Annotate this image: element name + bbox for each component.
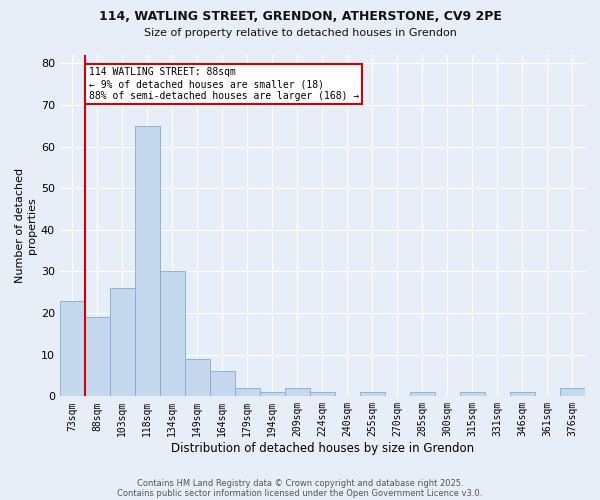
Bar bbox=[185, 359, 210, 397]
Text: Contains public sector information licensed under the Open Government Licence v3: Contains public sector information licen… bbox=[118, 488, 482, 498]
Bar bbox=[135, 126, 160, 396]
Y-axis label: Number of detached
properties: Number of detached properties bbox=[15, 168, 37, 283]
Text: Contains HM Land Registry data © Crown copyright and database right 2025.: Contains HM Land Registry data © Crown c… bbox=[137, 478, 463, 488]
Bar bbox=[110, 288, 135, 397]
Bar bbox=[285, 388, 310, 396]
Bar bbox=[210, 372, 235, 396]
Bar bbox=[460, 392, 485, 396]
Bar bbox=[410, 392, 435, 396]
Bar bbox=[85, 317, 110, 396]
Bar bbox=[310, 392, 335, 396]
Text: Size of property relative to detached houses in Grendon: Size of property relative to detached ho… bbox=[143, 28, 457, 38]
Bar bbox=[60, 300, 85, 396]
Bar bbox=[160, 272, 185, 396]
Text: 114, WATLING STREET, GRENDON, ATHERSTONE, CV9 2PE: 114, WATLING STREET, GRENDON, ATHERSTONE… bbox=[98, 10, 502, 23]
Bar bbox=[560, 388, 585, 396]
Bar bbox=[260, 392, 285, 396]
Bar bbox=[510, 392, 535, 396]
Bar bbox=[235, 388, 260, 396]
X-axis label: Distribution of detached houses by size in Grendon: Distribution of detached houses by size … bbox=[171, 442, 474, 455]
Bar bbox=[360, 392, 385, 396]
Text: 114 WATLING STREET: 88sqm
← 9% of detached houses are smaller (18)
88% of semi-d: 114 WATLING STREET: 88sqm ← 9% of detach… bbox=[89, 68, 359, 100]
